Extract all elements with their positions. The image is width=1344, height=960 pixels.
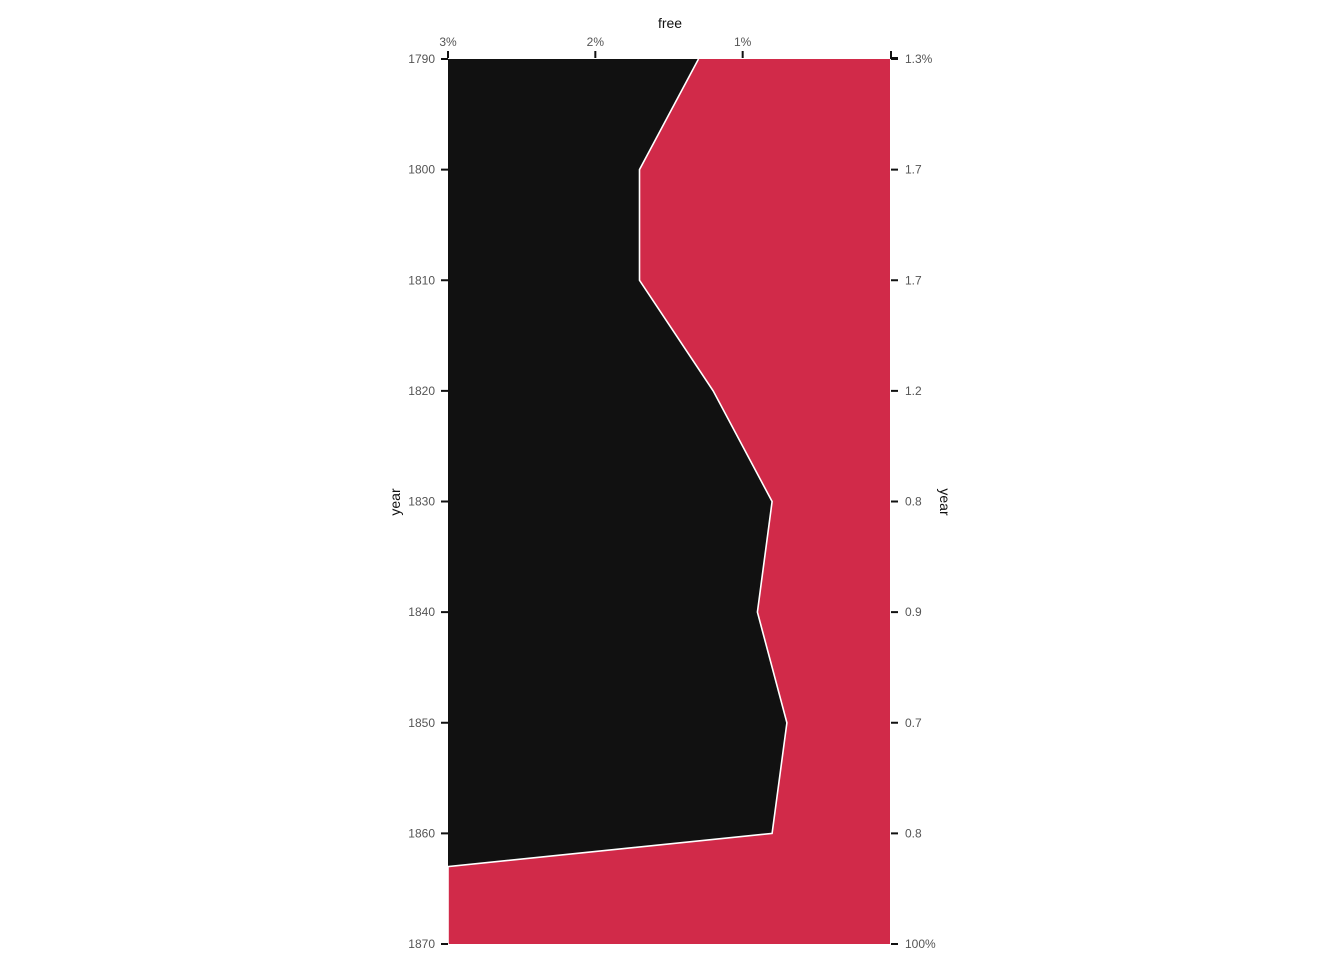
- left-axis-tick-label: 1790: [408, 52, 435, 66]
- right-axis-tick-label: 0.9: [905, 605, 922, 619]
- left-axis-tick-label: 1800: [408, 163, 435, 177]
- left-axis-tick-label: 1850: [408, 716, 435, 730]
- left-axis-tick-label: 1830: [408, 495, 435, 509]
- right-axis-tick-label: 0.7: [905, 716, 922, 730]
- boundary-line: [447, 58, 788, 944]
- left-axis-tick-label: 1820: [408, 384, 435, 398]
- right-axis-tick-label: 1.2: [905, 384, 922, 398]
- left-axis-tick-label: 1810: [408, 273, 435, 287]
- plot-area: [447, 58, 890, 944]
- right-axis-tick-label: 100%: [905, 937, 936, 951]
- top-axis-end-tick: [890, 51, 898, 59]
- area-series-left: [448, 59, 787, 944]
- left-axis-title: year: [387, 488, 403, 516]
- left-axis-tick-label: 1860: [408, 826, 435, 840]
- right-axis-title: year: [937, 488, 953, 516]
- right-axis-tick-label: 1.7: [905, 273, 922, 287]
- right-axis-tick-label: 1.3%: [905, 52, 933, 66]
- left-axis-tick-label: 1870: [408, 937, 435, 951]
- top-axis-tick-label: 1%: [734, 35, 752, 49]
- top-axis-title: free: [658, 15, 682, 31]
- top-axis-tick-label: 2%: [587, 35, 605, 49]
- axes: 1790 1800 1810 1820 1830 1840 1850 1860 1870 1.3%…: [408, 35, 936, 951]
- top-axis-tick-label: 3%: [439, 35, 457, 49]
- right-axis-tick-label: 1.7: [905, 163, 922, 177]
- right-axis-tick-label: 0.8: [905, 495, 922, 509]
- left-axis-tick-label: 1840: [408, 605, 435, 619]
- right-axis-tick-label: 0.8: [905, 826, 922, 840]
